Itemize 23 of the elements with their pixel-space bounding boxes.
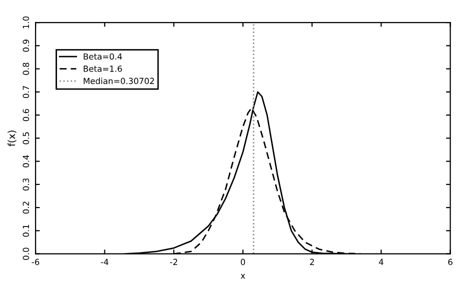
y-tick-label: 0.4 <box>22 155 30 168</box>
y-axis-title: f(x) <box>8 130 16 146</box>
legend-label: Beta=0.4 <box>84 53 122 60</box>
y-tick-label: 0.0 <box>22 248 30 260</box>
x-tick-label: -6 <box>32 258 40 266</box>
x-axis-title: x <box>240 274 246 279</box>
y-tick-label: 1.0 <box>22 16 30 28</box>
y-tick-label: 0.9 <box>22 40 30 52</box>
x-tick-label: 2 <box>310 258 314 265</box>
y-tick-label: 0.7 <box>22 86 30 98</box>
legend-label: Beta=1.6 <box>84 66 122 72</box>
y-tick-label: 0.2 <box>22 202 30 214</box>
y-tick-label: 0.1 <box>22 224 30 237</box>
y-tick-label: 0.5 <box>22 132 30 144</box>
x-tick-label: 6 <box>448 258 452 266</box>
legend-label: Median=0.30702 <box>84 78 154 84</box>
y-tick-label: 0.3 <box>22 178 30 191</box>
x-tick-label: 0 <box>240 258 246 266</box>
y-tick-label: 0.8 <box>22 62 30 75</box>
x-tick-label: -4 <box>100 258 108 265</box>
x-tick-label: -2 <box>170 258 178 265</box>
y-tick-label: 0.6 <box>22 108 30 122</box>
x-tick-label: 4 <box>378 258 384 265</box>
